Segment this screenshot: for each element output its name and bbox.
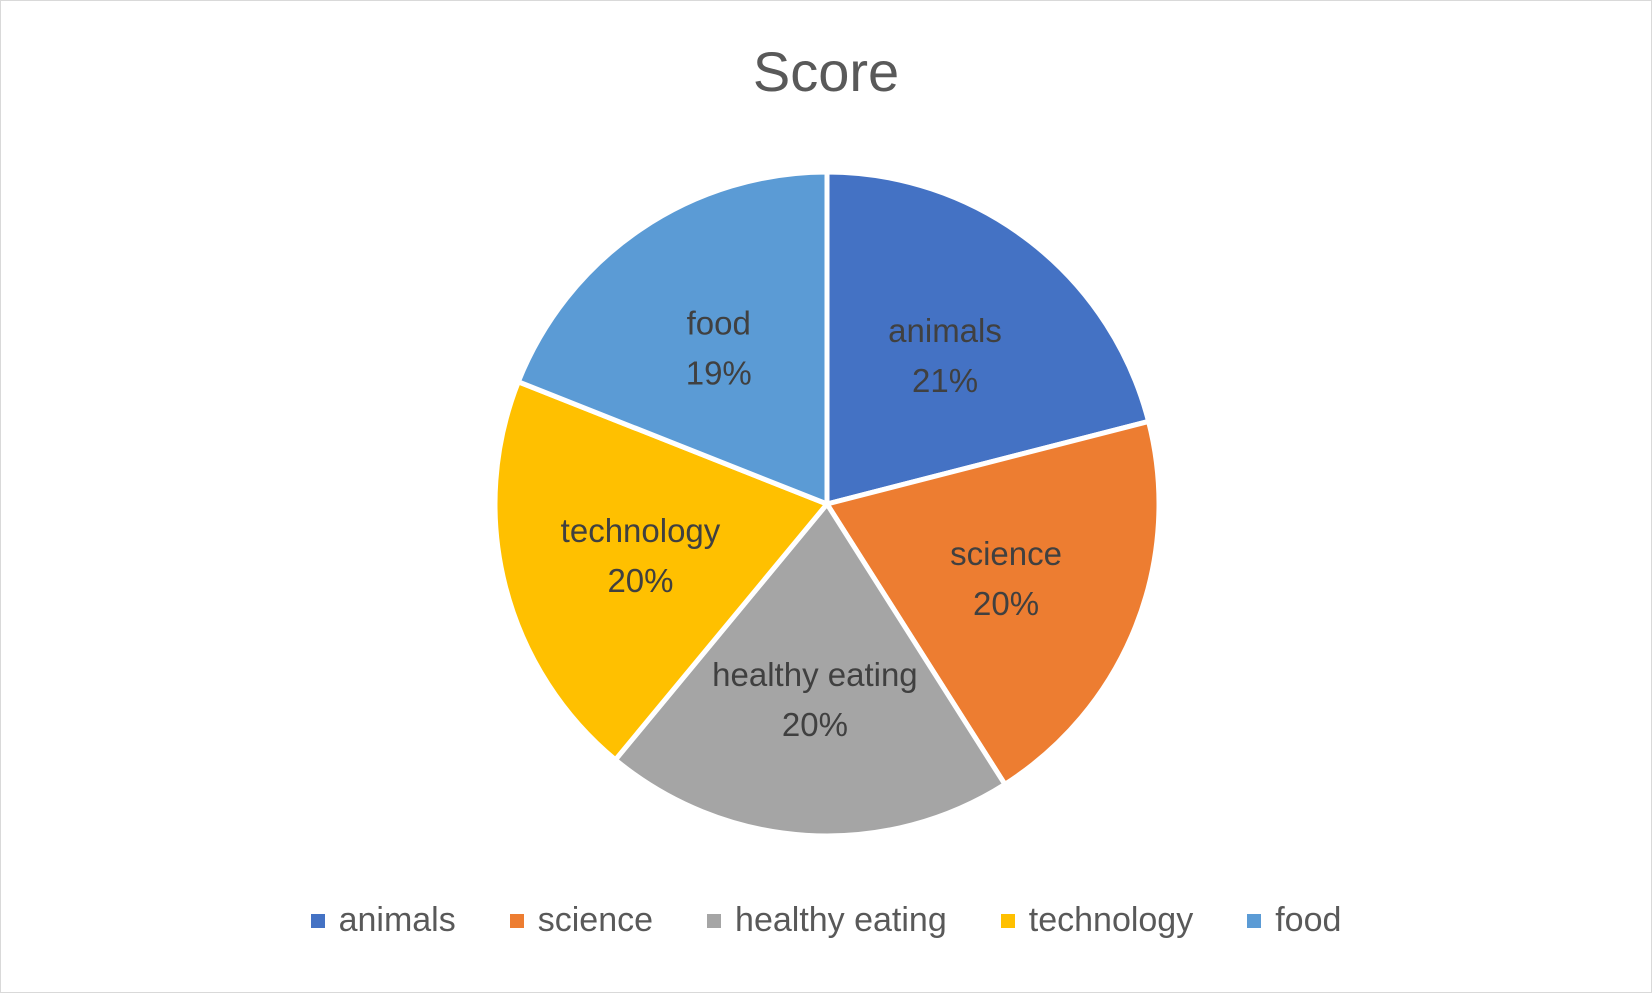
legend-label-healthy-eating: healthy eating [735, 901, 947, 939]
pie-slice-food [515, 169, 830, 507]
data-label-percent-healthy-eating: 20% [782, 706, 848, 743]
legend-item-animals: animals [310, 901, 456, 940]
pie-slice-technology [492, 379, 830, 763]
pie-slice-healthy-eating [612, 501, 1008, 839]
legend-item-food: food [1247, 901, 1341, 940]
legend-swatch-healthy-eating [707, 913, 722, 928]
legend-swatch-food [1247, 913, 1262, 928]
legend-label-technology: technology [1028, 901, 1194, 939]
data-label-percent-food: 19% [686, 355, 752, 392]
pie-slices [492, 169, 1162, 839]
legend-label-science: science [537, 901, 654, 939]
pie-slice-animals [824, 169, 1152, 507]
legend-item-healthy-eating: healthy eating [707, 901, 947, 940]
data-label-category-healthy-eating: healthy eating [712, 656, 918, 693]
data-label-category-food: food [687, 305, 751, 342]
data-label-percent-animals: 21% [912, 362, 978, 399]
legend-swatch-technology [1000, 913, 1015, 928]
data-label-category-animals: animals [888, 312, 1002, 349]
legend-item-science: science [509, 901, 654, 940]
chart-legend: animals science healthy eating technolog… [1, 901, 1651, 940]
data-label-category-technology: technology [561, 512, 721, 549]
data-label-category-science: science [950, 535, 1062, 572]
legend-item-technology: technology [1000, 901, 1194, 940]
data-label-percent-technology: 20% [607, 562, 673, 599]
legend-label-food: food [1275, 901, 1342, 939]
pie-slice-science [824, 418, 1162, 787]
legend-swatch-science [509, 913, 524, 928]
chart-title: Score [752, 40, 900, 103]
legend-label-animals: animals [338, 901, 456, 939]
pie-data-labels: animals 21% science 20% healthy eating 20% tec… [561, 305, 1062, 743]
data-label-percent-science: 20% [973, 585, 1039, 622]
legend-swatch-animals [310, 913, 325, 928]
